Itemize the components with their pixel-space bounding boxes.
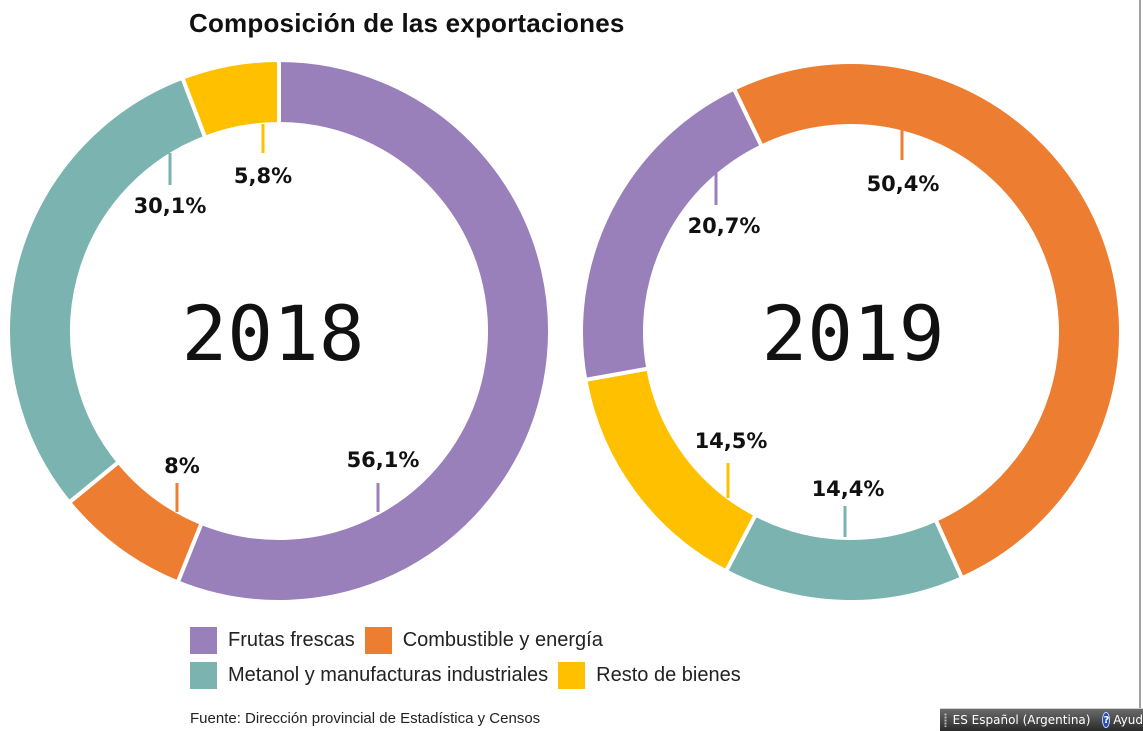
legend-item-metanol: Metanol y manufacturas industriales [190, 661, 549, 689]
legend-swatch [190, 661, 217, 689]
donut-slice-frutas-frescas [175, 57, 552, 604]
donut-chart-2019: 50,4% 14,4% 14,5% 20,7% 2019 [579, 59, 1124, 604]
legend-row: Frutas frescas Combustible y energía [190, 626, 751, 654]
donut-chart-2018: 56,1% 8% 30,1% 5,8% 2018 [6, 57, 552, 604]
legend-item-frutas-frescas: Frutas frescas [190, 626, 355, 654]
data-label-resto-de-bienes: 14,5% [695, 429, 768, 453]
data-label-metanol-y-manufacturas-industriales: 30,1% [134, 194, 207, 218]
help-icon[interactable]: ? [1102, 712, 1111, 728]
donut-slice-resto-de-bienes [179, 57, 281, 141]
donut-slice-metanol-y-manufacturas-industriales [6, 75, 208, 506]
language-indicator[interactable]: ES Español (Argentina) [952, 713, 1091, 727]
data-label-frutas-frescas: 20,7% [688, 214, 761, 238]
data-label-combustible-y-energia: 50,4% [867, 172, 940, 196]
legend-label: Metanol y manufacturas industriales [228, 663, 549, 686]
language-bar[interactable]: ES Español (Argentina) ? Ayud [940, 708, 1143, 731]
data-label-frutas-frescas: 56,1% [347, 448, 420, 472]
grip-handle-icon[interactable] [944, 713, 947, 727]
legend-swatch [190, 626, 217, 654]
help-label[interactable]: Ayud [1113, 713, 1143, 727]
donut-slice-resto-de-bienes [582, 366, 759, 575]
legend-label: Resto de bienes [596, 663, 741, 686]
window-border [1139, 0, 1141, 708]
legend-swatch [364, 626, 392, 654]
legend-swatch [558, 661, 586, 689]
source-note: Fuente: Dirección provincial de Estadíst… [190, 710, 541, 727]
data-label-combustible-y-energia: 8% [164, 454, 200, 478]
legend-label: Frutas frescas [228, 628, 355, 651]
data-label-metanol-y-manufacturas-industriales: 14,4% [812, 477, 885, 501]
legend-row: Metanol y manufacturas industriales Rest… [190, 661, 751, 689]
legend-item-combustible: Combustible y energía [364, 626, 603, 654]
legend-item-resto: Resto de bienes [558, 661, 741, 689]
donut-slice-frutas-frescas [579, 86, 765, 383]
data-label-resto-de-bienes: 5,8% [234, 164, 292, 188]
donut-slice-combustible-y-energia [731, 59, 1124, 581]
year-center-label: 2018 [181, 289, 364, 378]
legend-label: Combustible y energía [402, 628, 603, 651]
chart-title: Composición de las exportaciones [189, 8, 625, 38]
year-center-label: 2019 [761, 289, 944, 378]
legend: Frutas frescas Combustible y energía Met… [190, 626, 751, 696]
